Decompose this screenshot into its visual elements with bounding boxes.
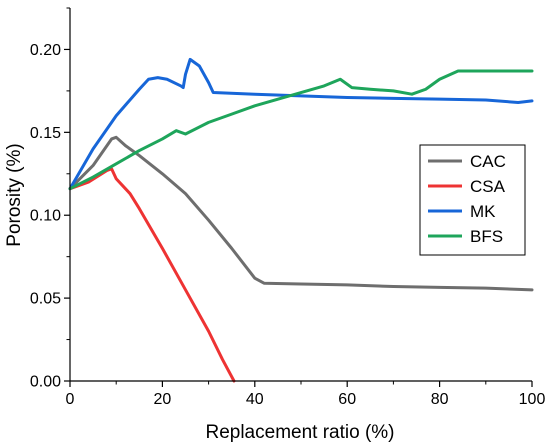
x-tick-label: 80 [431, 391, 449, 408]
legend-label-cac: CAC [470, 152, 506, 171]
legend-label-csa: CSA [470, 177, 506, 196]
y-tick-label: 0.05 [30, 291, 61, 308]
y-tick-label: 0.10 [30, 208, 61, 225]
y-axis-title: Porosity (%) [4, 143, 25, 246]
series-line-mk [68, 57, 534, 191]
x-tick-label: 40 [246, 391, 264, 408]
legend-label-mk: MK [470, 202, 496, 221]
x-axis-title: Replacement ratio (%) [205, 422, 394, 443]
legend: CAC CSA MK BFS [419, 144, 526, 256]
legend-label-bfs: BFS [470, 227, 503, 246]
axes: 0 20 40 60 80 100 0.00 0.05 0.10 0.15 0.20 [30, 7, 546, 408]
series-line-bfs [68, 69, 534, 191]
x-tick-label: 100 [519, 391, 546, 408]
y-tick-label: 0.00 [30, 374, 61, 391]
y-tick-label: 0.15 [30, 125, 61, 142]
x-tick-label: 20 [154, 391, 172, 408]
series-line-cac [68, 135, 534, 292]
series-lines [68, 57, 534, 383]
x-tick-label: 60 [338, 391, 356, 408]
x-tick-label: 0 [66, 391, 75, 408]
y-tick-label: 0.20 [30, 42, 61, 59]
